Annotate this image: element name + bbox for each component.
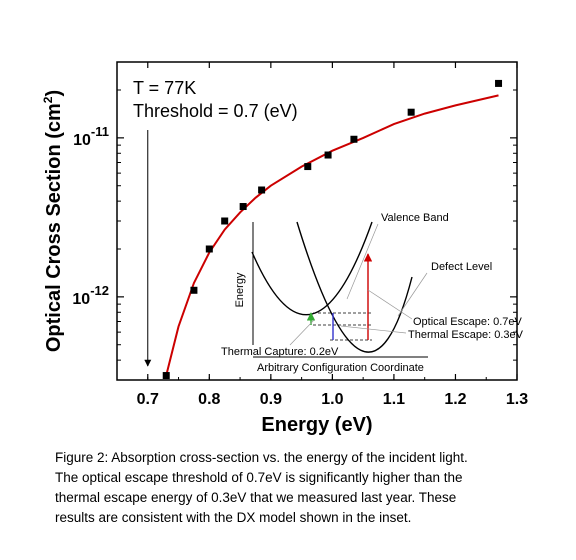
data-point [162,372,170,380]
figure-caption: Figure 2: Absorption cross-section vs. t… [55,448,535,528]
y-axis: 10-12 10-11 [72,61,517,381]
inset-config-label: Arbitrary Configuration Coordinate [257,362,424,374]
data-point [190,286,198,294]
valence-band-leader [346,223,379,300]
data-point [407,108,415,116]
x-tick-label: 0.8 [198,391,220,408]
threshold-label: Threshold = 0.7 (eV) [133,101,298,121]
x-axis-title: Energy (eV) [261,414,372,436]
x-tick-label: 1.1 [383,391,405,408]
defect-level-curve [296,221,413,353]
optical-escape-label: Optical Escape: 0.7eV [413,316,523,328]
fit-curve [165,94,499,376]
data-points [162,79,503,380]
valence-band-label: Valence Band [381,212,449,224]
caption-line: The optical escape threshold of 0.7eV is… [55,470,463,485]
x-tick-label: 1.3 [506,391,528,408]
data-point [304,163,312,171]
data-point [324,151,332,159]
data-point [495,79,503,87]
inset-diagram: Energy Arbitrary Configuration Coordinat… [221,212,524,374]
thermal-capture-leader [289,319,315,346]
data-point [258,186,266,194]
chart: 0.7 0.8 0.9 1.0 1.1 1.2 1.3 10-12 10-11 Optical… [41,61,528,436]
thermal-escape-leader [340,325,407,334]
defect-level-leader [397,272,428,317]
temperature-label: T = 77K [133,78,196,98]
caption-line: thermal escape energy of 0.3eV that we m… [55,490,457,505]
x-tick-label: 0.9 [260,391,282,408]
inset-energy-label: Energy [234,272,246,307]
defect-level-label: Defect Level [431,261,492,273]
x-tick-label: 1.0 [321,391,343,408]
data-point [221,217,229,225]
data-point [205,245,213,253]
data-point [350,135,358,143]
y-tick-label: 10-12 [72,283,109,308]
optical-escape-leader [367,289,413,320]
data-point [239,203,247,211]
thermal-escape-label: Thermal Escape: 0.3eV [408,329,524,341]
x-tick-label: 1.2 [444,391,466,408]
x-axis: 0.7 0.8 0.9 1.0 1.1 1.2 1.3 [116,62,528,408]
y-axis-title: Optical Cross Section (cm2) [41,90,65,352]
x-tick-label: 0.7 [137,391,159,408]
caption-line: Figure 2: Absorption cross-section vs. t… [55,450,468,465]
caption-line: results are consistent with the DX model… [55,510,412,525]
thermal-capture-label: Thermal Capture: 0.2eV [221,346,339,358]
y-tick-label: 10-11 [73,124,109,149]
y-axis-title-superscript: 2 [41,96,55,103]
